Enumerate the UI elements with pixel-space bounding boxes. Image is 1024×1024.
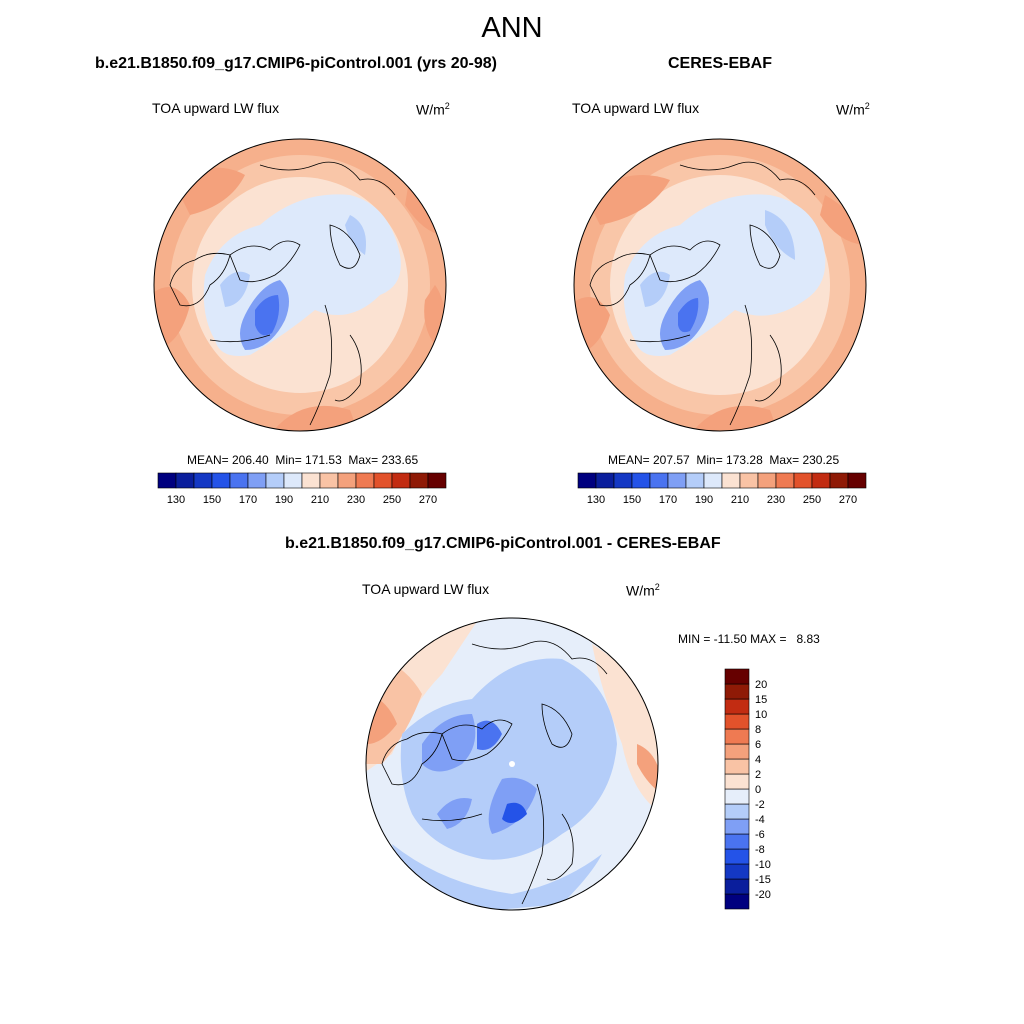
panel-1-colorbar-swatch [427, 472, 447, 489]
panel-3-title: b.e21.B1850.f09_g17.CMIP6-piControl.001 … [285, 535, 721, 552]
panel-2-colorbar-swatch [631, 472, 651, 489]
panel-2-colorbar-swatch [847, 472, 867, 489]
panel-3-colorbar-tick-label: -20 [755, 889, 771, 901]
panel-1-colorbar-swatch [175, 472, 195, 489]
panel-1-colorbar-swatch [157, 472, 177, 489]
panel-1-colorbar-swatch [211, 472, 231, 489]
panel-2-variable-label: TOA upward LW flux [572, 100, 700, 116]
panel-1-colorbar-swatch [391, 472, 411, 489]
panel-1-colorbar-tick-label: 250 [383, 494, 401, 506]
panel-3-colorbar-swatch [724, 728, 750, 745]
panel-1-colorbar-swatch [229, 472, 249, 489]
panel-3-colorbar-tick-label: 4 [755, 754, 761, 766]
panel-1-colorbar-swatch [373, 472, 393, 489]
panel-2-colorbar-swatch [739, 472, 759, 489]
panel-2-colorbar-swatch [613, 472, 633, 489]
panel-1-colorbar-swatch [247, 472, 267, 489]
panel-1-colorbar-swatch [337, 472, 357, 489]
main-title: ANN [481, 12, 543, 44]
panel-3-colorbar-swatch [724, 818, 750, 835]
panel-2-colorbar-tick-label: 270 [839, 494, 857, 506]
panel-3-colorbar-swatch [724, 713, 750, 730]
panel-1-colorbar: 130 150 170 190 210 230 250 270 [157, 472, 447, 506]
panel-2-colorbar-swatch [595, 472, 615, 489]
panel-3-colorbar-tick-label: -15 [755, 874, 771, 886]
panel-3-colorbar-swatch [724, 803, 750, 820]
panel-3-colorbar-tick-label: 6 [755, 739, 761, 751]
panel-2-colorbar-tick-label: 190 [695, 494, 713, 506]
panel-3-polar-map [365, 617, 659, 911]
panel-1-colorbar-swatch [355, 472, 375, 489]
panel-2-colorbar-swatch [649, 472, 669, 489]
panel-2-colorbar-swatch [811, 472, 831, 489]
panel-3-colorbar-tick-label: -4 [755, 814, 765, 826]
panel-3-colorbar-swatch [724, 668, 750, 685]
panel-3-colorbar-swatch [724, 698, 750, 715]
panel-2-colorbar-swatch [685, 472, 705, 489]
panel-3-colorbar-tick-label: -8 [755, 844, 765, 856]
panel-1-title: b.e21.B1850.f09_g17.CMIP6-piControl.001 … [95, 55, 497, 72]
panel-1-colorbar-swatch [283, 472, 303, 489]
panel-2-colorbar-swatch [667, 472, 687, 489]
panel-3-colorbar-tick-label: -2 [755, 799, 765, 811]
panel-3-colorbar-swatch [724, 878, 750, 895]
panel-2-polar-map [573, 138, 867, 432]
panel-1-stats: MEAN= 206.40 Min= 171.53 Max= 233.65 [187, 453, 419, 467]
panel-3-colorbar-tick-label: 10 [755, 709, 767, 721]
panel-1-colorbar-swatch [301, 472, 321, 489]
panel-1-colorbar-tick-label: 210 [311, 494, 329, 506]
panel-2-colorbar-tick-label: 210 [731, 494, 749, 506]
panel-2-colorbar-swatch [757, 472, 777, 489]
panel-3-colorbar-swatch [724, 833, 750, 850]
panel-3-colorbar-tick-label: 2 [755, 769, 761, 781]
panel-2-colorbar-swatch [775, 472, 795, 489]
panel-2-colorbar-swatch [829, 472, 849, 489]
panel-3-colorbar-tick-label: -10 [755, 859, 771, 871]
panel-3-colorbar-swatch [724, 743, 750, 760]
panel-2-colorbar-tick-label: 150 [623, 494, 641, 506]
panel-1-colorbar-tick-label: 170 [239, 494, 257, 506]
panel-3-colorbar-tick-label: 0 [755, 784, 761, 796]
panel-2-units: W/m2 [836, 101, 870, 118]
panel-3-colorbar-swatch [724, 788, 750, 805]
panel-2-colorbar-tick-label: 250 [803, 494, 821, 506]
panel-3-stats: MIN = -11.50 MAX = 8.83 [678, 632, 820, 646]
panel-2-colorbar-swatch [577, 472, 597, 489]
panel-1-colorbar-swatch [319, 472, 339, 489]
panel-2-colorbar: 130 150 170 190 210 230 250 270 [577, 472, 867, 506]
panel-3-colorbar-tick-label: 20 [755, 679, 767, 691]
panel-2-colorbar-tick-label: 170 [659, 494, 677, 506]
panel-1-colorbar-swatch [265, 472, 285, 489]
panel-1-colorbar-tick-label: 190 [275, 494, 293, 506]
panel-3-colorbar-swatch [724, 773, 750, 790]
panel-1-colorbar-tick-label: 230 [347, 494, 365, 506]
panel-3-colorbar-swatch [724, 893, 750, 910]
panel-2-title: CERES-EBAF [668, 55, 773, 72]
panel-3-units: W/m2 [626, 582, 660, 599]
panel-2-colorbar-swatch [703, 472, 723, 489]
panel-1-colorbar-tick-label: 130 [167, 494, 185, 506]
panel-3-colorbar-tick-label: 15 [755, 694, 767, 706]
panel-1-colorbar-swatch [409, 472, 429, 489]
panel-1-polar-map [153, 138, 447, 432]
panel-1-variable-label: TOA upward LW flux [152, 100, 280, 116]
panel-2-colorbar-swatch [793, 472, 813, 489]
panel-3-colorbar-swatch [724, 758, 750, 775]
panel-3-colorbar-swatch [724, 863, 750, 880]
panel-2-colorbar-tick-label: 230 [767, 494, 785, 506]
panel-2-colorbar-swatch [721, 472, 741, 489]
panel-1-colorbar-tick-label: 270 [419, 494, 437, 506]
panel-3-colorbar-tick-label: 8 [755, 724, 761, 736]
panel-2-colorbar-tick-label: 130 [587, 494, 605, 506]
panel-3-colorbar-swatch [724, 848, 750, 865]
panel-1-units: W/m2 [416, 101, 450, 118]
panel-1-colorbar-tick-label: 150 [203, 494, 221, 506]
panel-3-variable-label: TOA upward LW flux [362, 581, 490, 597]
panel-3-colorbar-tick-label: -6 [755, 829, 765, 841]
panel-1-colorbar-swatch [193, 472, 213, 489]
panel-2-stats: MEAN= 207.57 Min= 173.28 Max= 230.25 [608, 453, 840, 467]
panel-3-colorbar-swatch [724, 683, 750, 700]
